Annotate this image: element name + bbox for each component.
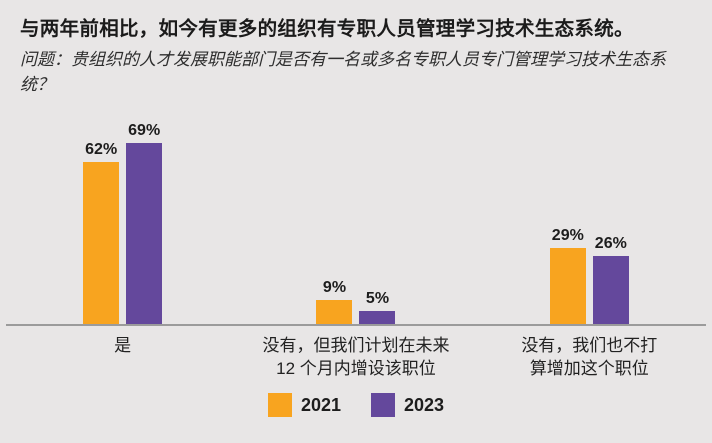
bar-group: 62% 69% 是 xyxy=(6,100,240,381)
bar-column-2021: 9% xyxy=(316,279,353,324)
bar-2021 xyxy=(83,162,120,324)
bar-column-2023: 69% xyxy=(126,122,163,324)
bar-2021 xyxy=(549,248,586,324)
legend-swatch-icon xyxy=(267,393,292,417)
category-label-line: 是 xyxy=(114,336,132,355)
bar-column-2023: 26% xyxy=(592,235,629,324)
bar-value-label: 9% xyxy=(322,279,347,296)
bar-column-2021: 62% xyxy=(83,141,120,324)
legend-item-2023: 2023 xyxy=(371,393,444,417)
category-label-line: 没有，我们也不打 xyxy=(521,336,658,355)
category-label: 没有，我们也不打 算增加这个职位 xyxy=(521,335,657,381)
bar-group: 29% 26% 没有，我们也不打 算增加这个职位 xyxy=(472,100,706,381)
bar-value-label: 69% xyxy=(128,122,161,139)
chart-subtitle: 问题：贵组织的人才发展职能部门是否有一名或多名专职人员专门管理学习技术生态系统？ xyxy=(20,50,666,95)
bar-value-label: 29% xyxy=(551,227,584,244)
legend-item-2021: 2021 xyxy=(267,393,341,417)
bar-value-label: 5% xyxy=(365,290,390,307)
bar-2023 xyxy=(126,143,163,324)
bars-row: 29% 26% xyxy=(472,100,706,326)
category-label-line: 没有，但我们计划在未来 xyxy=(262,336,450,355)
bar-value-label: 62% xyxy=(85,141,118,158)
chart-header: 与两年前相比，如今有更多的组织有专职人员管理学习技术生态系统。 问题：贵组织的人… xyxy=(0,0,712,98)
category-label: 是 xyxy=(114,335,131,358)
bar-2021 xyxy=(316,300,353,324)
bars-row: 9% 5% xyxy=(239,100,473,326)
chart-title: 与两年前相比，如今有更多的组织有专职人员管理学习技术生态系统。 xyxy=(20,18,634,40)
category-label-line: 12 个月内增设该职位 xyxy=(276,358,436,378)
legend-label: 2023 xyxy=(404,394,445,415)
legend: 2021 2023 xyxy=(0,393,712,417)
legend-label: 2021 xyxy=(300,394,341,415)
bar-group: 9% 5% 没有，但我们计划在未来 12 个月内增设该职位 xyxy=(239,100,473,381)
bar-value-label: 26% xyxy=(594,235,627,252)
bar-column-2023: 5% xyxy=(359,290,396,324)
category-label-line: 算增加这个职位 xyxy=(529,358,649,378)
bar-2023 xyxy=(592,256,629,324)
bar-column-2021: 29% xyxy=(549,227,586,324)
bars-row: 62% 69% xyxy=(6,100,240,326)
legend-swatch-icon xyxy=(371,393,395,417)
plot-area: 62% 69% 是 9% 5% 没有，但我们计划在未来 12 个月内增设该职位 29% 26% 没… xyxy=(6,100,706,381)
category-label: 没有，但我们计划在未来 12 个月内增设该职位 xyxy=(262,335,449,381)
bar-2023 xyxy=(359,311,396,324)
